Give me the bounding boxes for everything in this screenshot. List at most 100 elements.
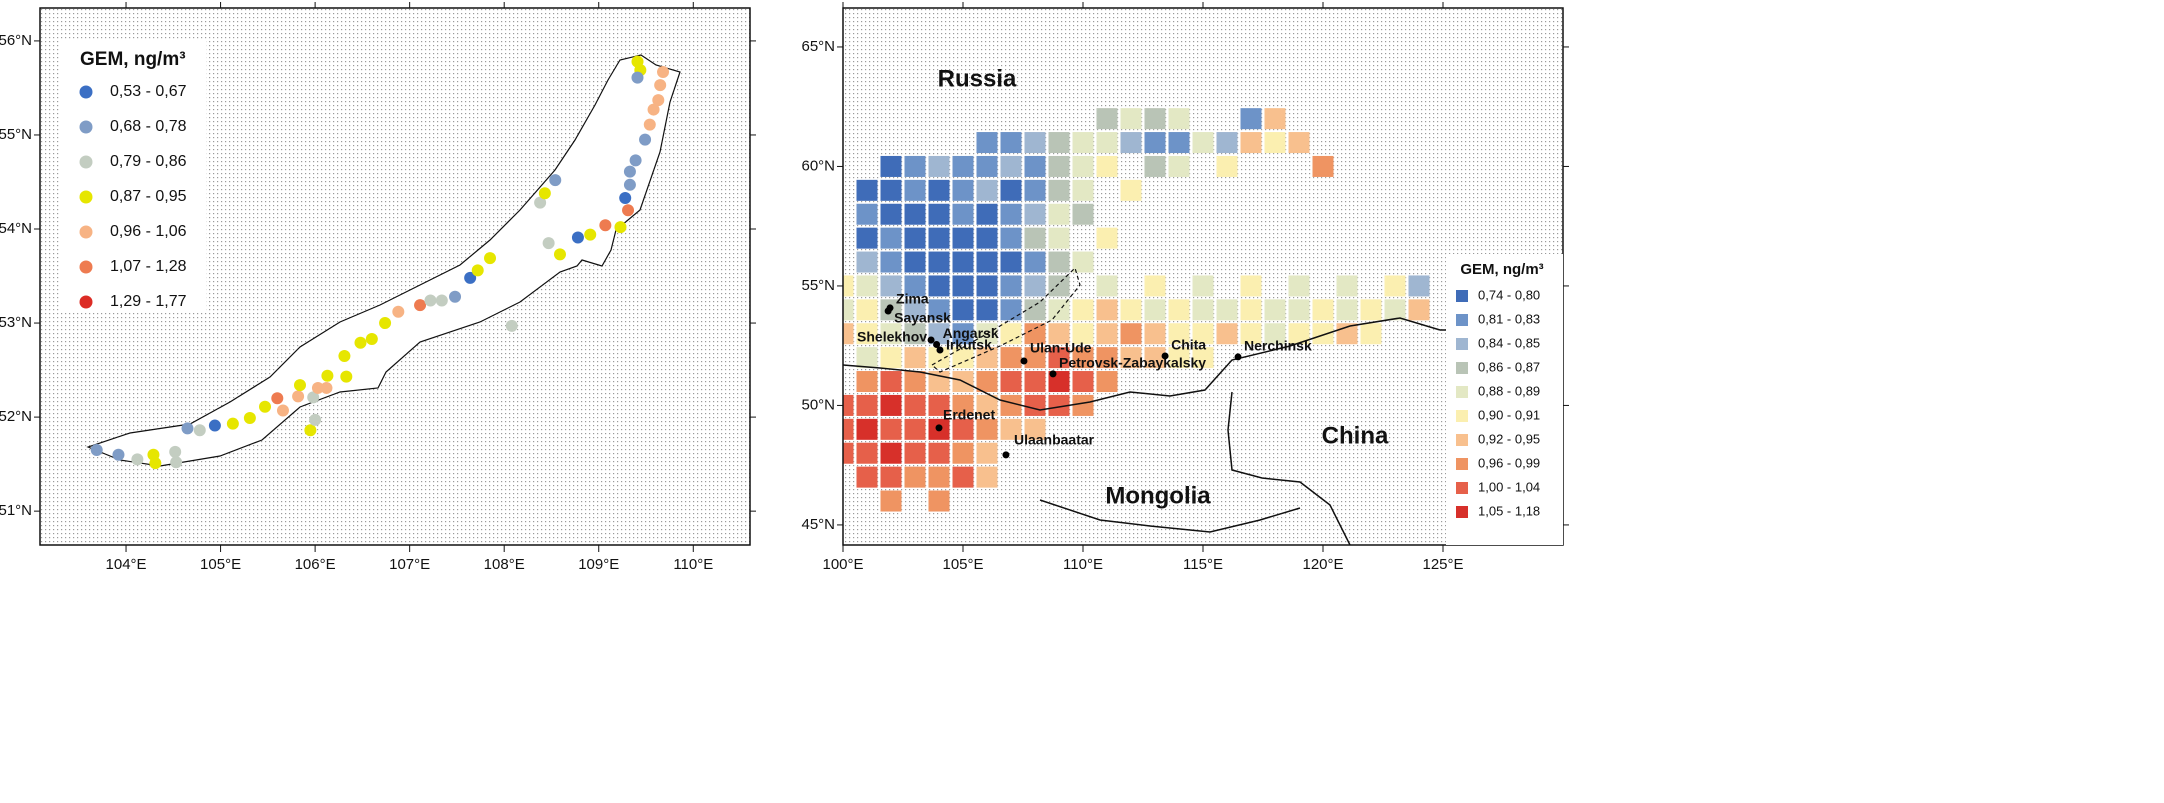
legend-label: 1,00 - 1,04 bbox=[1478, 479, 1540, 494]
grid-cell bbox=[843, 418, 854, 440]
measurement-point bbox=[259, 400, 272, 413]
grid-cell bbox=[904, 323, 926, 345]
measurement-point bbox=[181, 422, 194, 435]
city-label: Chita bbox=[1171, 337, 1206, 353]
y-tick-label: 51°N bbox=[0, 502, 32, 519]
legend-swatch bbox=[1456, 458, 1468, 470]
grid-cell bbox=[1072, 394, 1094, 416]
grid-cell bbox=[1144, 275, 1166, 297]
grid-cell bbox=[1408, 299, 1430, 321]
grid-cell bbox=[1048, 203, 1070, 225]
y-tick-label: 52°N bbox=[0, 408, 32, 425]
grid-cell bbox=[880, 155, 902, 177]
x-tick-label: 108°E bbox=[484, 556, 525, 573]
legend-swatch bbox=[79, 85, 93, 99]
grid-cell bbox=[1000, 418, 1022, 440]
grid-cell bbox=[1096, 371, 1118, 393]
grid-cell bbox=[1384, 299, 1406, 321]
measurement-point bbox=[414, 299, 427, 312]
grid-cell bbox=[1096, 347, 1118, 369]
city-dot bbox=[935, 424, 943, 432]
grid-cell bbox=[976, 466, 998, 488]
city-label: Shelekhov bbox=[857, 329, 927, 345]
grid-cell bbox=[1288, 275, 1310, 297]
grid-cell bbox=[1024, 371, 1046, 393]
grid-cell bbox=[1024, 418, 1046, 440]
grid-cell bbox=[1240, 299, 1262, 321]
grid-cell bbox=[1000, 371, 1022, 393]
grid-cell bbox=[904, 466, 926, 488]
city-dot bbox=[1161, 352, 1169, 360]
grid-cell bbox=[928, 275, 950, 297]
grid-cell bbox=[928, 251, 950, 273]
legend-swatch bbox=[79, 190, 93, 204]
grid-cell bbox=[976, 155, 998, 177]
grid-cell bbox=[1408, 275, 1430, 297]
grid-cell bbox=[1024, 275, 1046, 297]
measurement-point bbox=[340, 370, 353, 383]
grid-cell bbox=[1048, 394, 1070, 416]
y-tick-label: 53°N bbox=[0, 314, 32, 331]
measurement-point bbox=[654, 79, 667, 92]
grid-cell bbox=[976, 275, 998, 297]
grid-cell bbox=[880, 371, 902, 393]
measurement-point bbox=[226, 417, 239, 430]
measurement-point bbox=[542, 237, 555, 250]
grid-cell bbox=[1312, 155, 1334, 177]
grid-cell bbox=[1000, 251, 1022, 273]
grid-cell bbox=[856, 323, 878, 345]
grid-cell bbox=[952, 155, 974, 177]
grid-cell bbox=[952, 203, 974, 225]
grid-cell bbox=[1000, 203, 1022, 225]
data-layer bbox=[90, 55, 670, 470]
city-label: Ulaanbaatar bbox=[1014, 432, 1095, 448]
measurement-point bbox=[354, 336, 367, 349]
measurement-point bbox=[149, 457, 162, 470]
measurement-point bbox=[538, 187, 551, 200]
grid-cell bbox=[976, 203, 998, 225]
measurement-point bbox=[276, 404, 289, 417]
grid-cell bbox=[856, 371, 878, 393]
grid-cell bbox=[880, 466, 902, 488]
city-dot bbox=[1049, 370, 1057, 378]
grid-cell bbox=[928, 155, 950, 177]
measurement-point bbox=[424, 294, 437, 307]
grid-cell bbox=[1000, 347, 1022, 369]
grid-cell bbox=[880, 227, 902, 249]
legend-label: 0,74 - 0,80 bbox=[1478, 287, 1540, 302]
grid-cell bbox=[976, 299, 998, 321]
grid-cell bbox=[928, 347, 950, 369]
measurement-point bbox=[647, 103, 660, 116]
legend-swatch bbox=[79, 260, 93, 274]
legend-label: 0,84 - 0,85 bbox=[1478, 335, 1540, 350]
grid-cell bbox=[1264, 299, 1286, 321]
grid-cell bbox=[1072, 251, 1094, 273]
grid-cell bbox=[1072, 203, 1094, 225]
measurement-point bbox=[534, 196, 547, 209]
grid-cell bbox=[1336, 275, 1358, 297]
grid-cell bbox=[1192, 299, 1214, 321]
grid-cell bbox=[1144, 108, 1166, 130]
grid-cell bbox=[856, 275, 878, 297]
grid-cell bbox=[1120, 108, 1142, 130]
measurement-point bbox=[309, 413, 322, 426]
lake-outline bbox=[930, 266, 1081, 373]
grid-cell bbox=[976, 418, 998, 440]
measurement-point bbox=[584, 228, 597, 241]
grid-cell bbox=[1120, 132, 1142, 154]
measurement-point bbox=[652, 94, 665, 107]
grid-cell bbox=[1120, 323, 1142, 345]
grid-cell bbox=[1072, 323, 1094, 345]
grid-cell bbox=[880, 203, 902, 225]
grid-cell bbox=[1264, 323, 1286, 345]
legend-swatch bbox=[1456, 410, 1468, 422]
grid-cell bbox=[1192, 275, 1214, 297]
legend-title: GEM, ng/m³ bbox=[1460, 261, 1543, 278]
grid-cell bbox=[1096, 275, 1118, 297]
measurement-point bbox=[379, 317, 392, 330]
grid-cell bbox=[880, 179, 902, 201]
grid-cell bbox=[856, 203, 878, 225]
map-frame bbox=[39, 7, 751, 546]
grid-cell bbox=[952, 299, 974, 321]
grid-cell bbox=[880, 490, 902, 512]
